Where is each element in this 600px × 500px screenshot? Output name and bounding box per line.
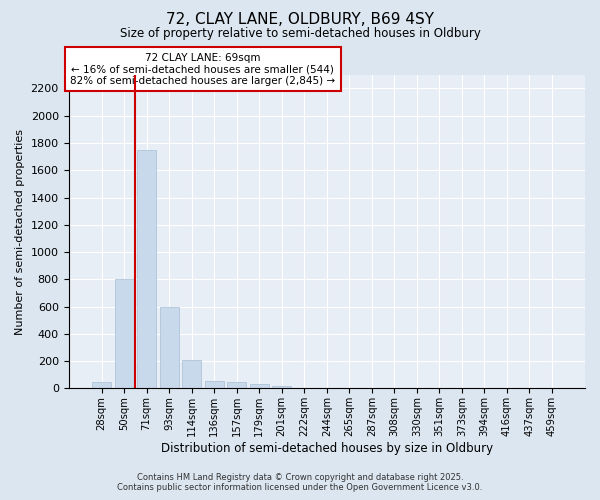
Bar <box>205 381 224 388</box>
Bar <box>182 360 201 388</box>
Text: 72 CLAY LANE: 69sqm
← 16% of semi-detached houses are smaller (544)
82% of semi-: 72 CLAY LANE: 69sqm ← 16% of semi-detach… <box>70 52 335 86</box>
Bar <box>137 150 156 388</box>
Bar <box>272 386 291 388</box>
X-axis label: Distribution of semi-detached houses by size in Oldbury: Distribution of semi-detached houses by … <box>161 442 493 455</box>
Bar <box>92 382 111 388</box>
Bar <box>115 280 134 388</box>
Text: Size of property relative to semi-detached houses in Oldbury: Size of property relative to semi-detach… <box>119 28 481 40</box>
Bar <box>227 382 246 388</box>
Text: Contains HM Land Registry data © Crown copyright and database right 2025.
Contai: Contains HM Land Registry data © Crown c… <box>118 473 482 492</box>
Bar <box>160 306 179 388</box>
Y-axis label: Number of semi-detached properties: Number of semi-detached properties <box>15 128 25 334</box>
Bar <box>250 384 269 388</box>
Text: 72, CLAY LANE, OLDBURY, B69 4SY: 72, CLAY LANE, OLDBURY, B69 4SY <box>166 12 434 28</box>
